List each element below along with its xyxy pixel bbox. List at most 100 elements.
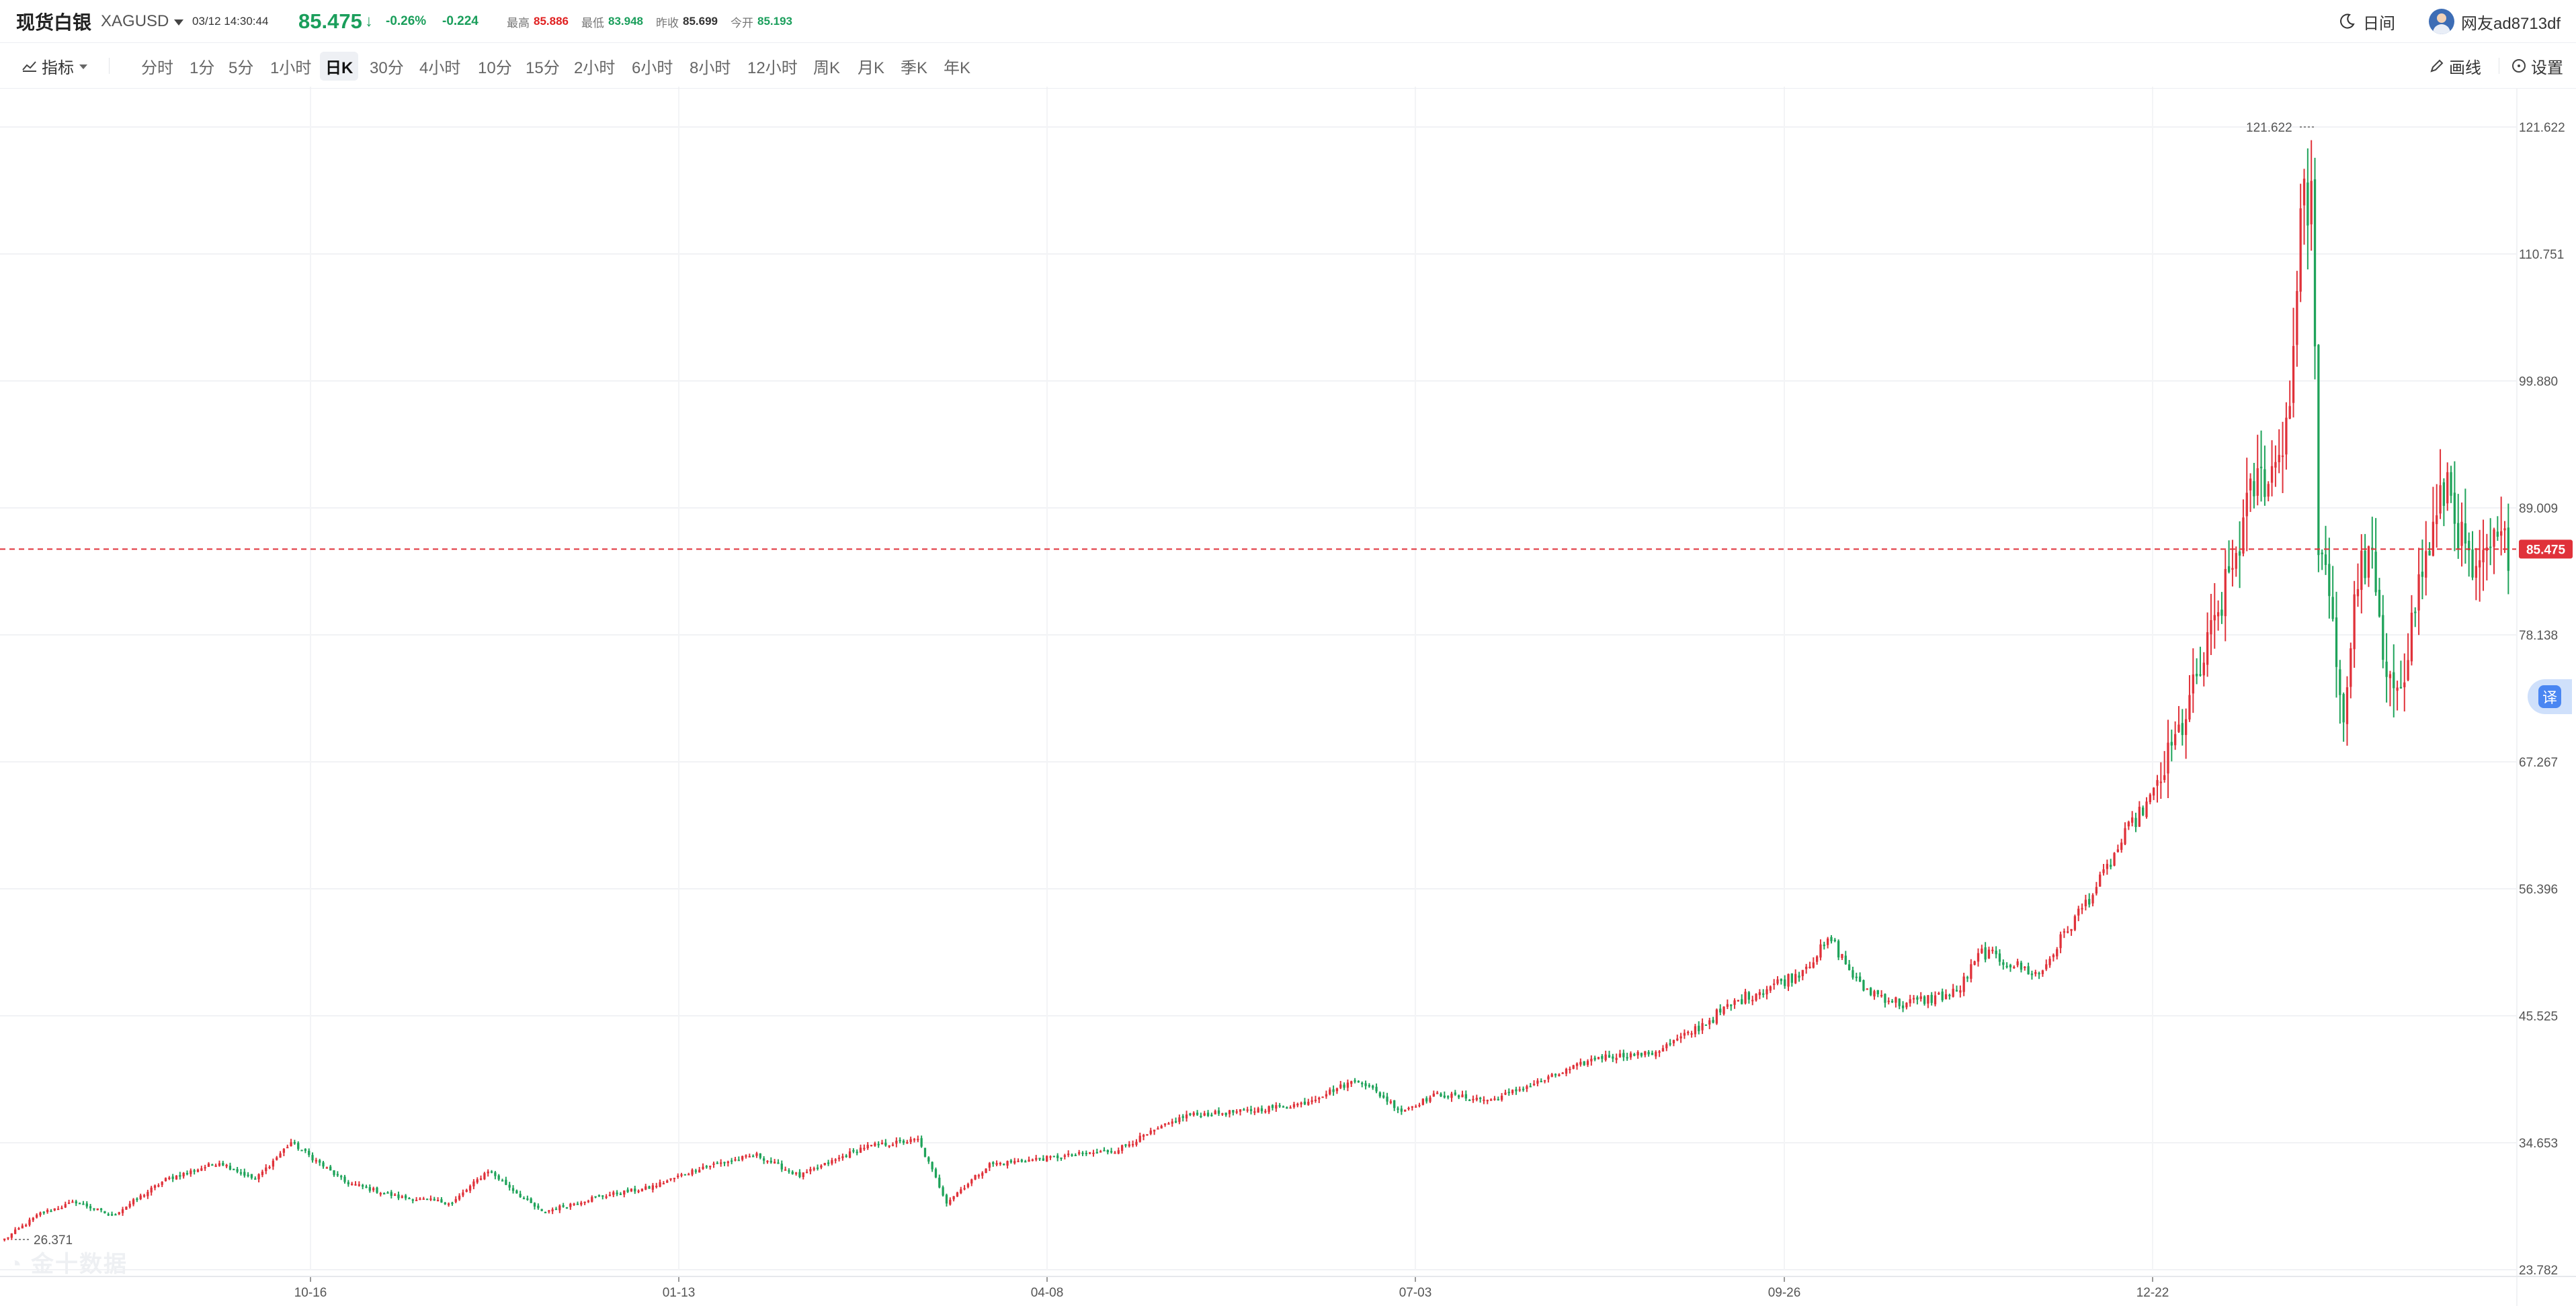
candle-body	[698, 1170, 701, 1173]
candle-body	[46, 1209, 49, 1213]
candle-body	[2468, 540, 2470, 551]
candle-body	[93, 1208, 95, 1210]
candle-body	[1522, 1088, 1525, 1090]
settings-button[interactable]: 设置	[2511, 43, 2563, 89]
period-2h[interactable]: 2小时	[574, 43, 615, 89]
period-15m[interactable]: 15分	[526, 43, 560, 89]
candle-body	[780, 1164, 783, 1170]
candle-body	[1593, 1057, 1596, 1060]
settings-label: 设置	[2531, 58, 2563, 77]
candle-body	[1200, 1115, 1202, 1117]
candle-body	[7, 1237, 9, 1239]
candle-body	[1526, 1086, 1528, 1089]
candle-body	[834, 1159, 837, 1161]
translate-button[interactable]: 译	[2528, 679, 2572, 714]
candle-body	[540, 1209, 543, 1211]
candle-body	[1056, 1155, 1059, 1158]
candle-body	[966, 1184, 970, 1188]
period-5m[interactable]: 5分	[228, 43, 253, 89]
candle-body	[279, 1153, 282, 1158]
candle-body	[214, 1165, 217, 1167]
candle-body	[1805, 967, 1808, 969]
candle-body	[626, 1189, 629, 1192]
period-monthly[interactable]: 月K	[858, 43, 884, 89]
candle-body	[1411, 1106, 1414, 1108]
period-1h[interactable]: 1小时	[270, 43, 311, 89]
period-fenshi[interactable]: 分时	[141, 43, 173, 89]
period-weekly[interactable]: 周K	[813, 43, 840, 89]
candle-body	[276, 1157, 278, 1160]
candle-body	[1404, 1109, 1407, 1112]
indicator-button[interactable]: 指标	[22, 43, 87, 89]
period-4h[interactable]: 4小时	[419, 43, 460, 89]
candle-body	[494, 1172, 497, 1176]
candle-body	[2496, 531, 2499, 537]
period-8h[interactable]: 8小时	[690, 43, 731, 89]
candle-body	[2110, 865, 2112, 867]
candle-body	[1415, 1106, 1417, 1108]
candle-body	[831, 1160, 833, 1164]
period-quarterly[interactable]: 季K	[901, 43, 927, 89]
candle-body	[913, 1139, 916, 1141]
x-tick-label: 01-13	[663, 1286, 696, 1300]
candle-body	[683, 1174, 687, 1176]
candle-body	[952, 1196, 955, 1200]
theme-toggle[interactable]: 日间	[2337, 0, 2395, 43]
candle-body	[1823, 945, 1825, 947]
candle-body	[1196, 1113, 1199, 1115]
candle-body	[1927, 995, 1929, 1004]
candle-body	[1092, 1152, 1095, 1154]
candle-body	[476, 1179, 479, 1183]
period-label: 日K	[320, 51, 359, 81]
period-6h[interactable]: 6小时	[632, 43, 673, 89]
candle-body	[347, 1182, 349, 1184]
period-yearly[interactable]: 年K	[944, 43, 970, 89]
x-tick-label: 09-26	[1768, 1286, 1801, 1300]
candle-body	[2417, 574, 2420, 611]
draw-button[interactable]: 画线	[2429, 43, 2481, 89]
candle-body	[909, 1139, 912, 1142]
candle-body	[1855, 976, 1858, 978]
period-10m[interactable]: 10分	[478, 43, 512, 89]
candle-body	[1687, 1032, 1690, 1034]
candle-body	[490, 1171, 493, 1173]
candle-body	[1672, 1040, 1675, 1043]
candle-body	[726, 1162, 729, 1164]
period-label: 6小时	[632, 58, 673, 77]
period-label: 4小时	[419, 58, 461, 77]
candle-body	[336, 1174, 339, 1176]
candle-body	[1622, 1053, 1625, 1057]
candle-body	[655, 1186, 658, 1188]
candle-body	[2274, 462, 2277, 468]
candle-body	[1858, 976, 1862, 982]
candle-body	[688, 1174, 690, 1176]
period-label: 2小时	[574, 58, 616, 77]
candle-body	[1052, 1156, 1056, 1158]
candle-body	[583, 1201, 586, 1203]
period-30m[interactable]: 30分	[370, 43, 404, 89]
candle-body	[2134, 818, 2137, 827]
candle-body	[2500, 531, 2503, 536]
user-menu[interactable]: 网友ad8713df	[2429, 0, 2561, 43]
candle-body	[2507, 527, 2509, 571]
candle-body	[1078, 1152, 1081, 1154]
period-daily[interactable]: 日K	[320, 43, 359, 89]
symbol-selector[interactable]: 现货白银 XAGUSD	[16, 0, 184, 43]
period-12h[interactable]: 12小时	[747, 43, 798, 89]
candle-body	[1869, 988, 1872, 996]
candle-body	[1540, 1081, 1542, 1083]
candle-body	[1773, 984, 1776, 986]
candle-body	[2460, 521, 2463, 546]
candle-body	[1400, 1108, 1403, 1112]
candle-body	[340, 1176, 343, 1178]
candle-body	[1644, 1051, 1647, 1055]
candle-body	[2345, 687, 2349, 724]
candle-body	[2081, 908, 2083, 910]
candle-body	[2385, 661, 2388, 677]
period-1m[interactable]: 1分	[190, 43, 214, 89]
candle-body	[32, 1217, 34, 1221]
candle-body	[2242, 517, 2245, 554]
candle-body	[874, 1143, 876, 1146]
candle-body	[1895, 997, 1897, 1003]
